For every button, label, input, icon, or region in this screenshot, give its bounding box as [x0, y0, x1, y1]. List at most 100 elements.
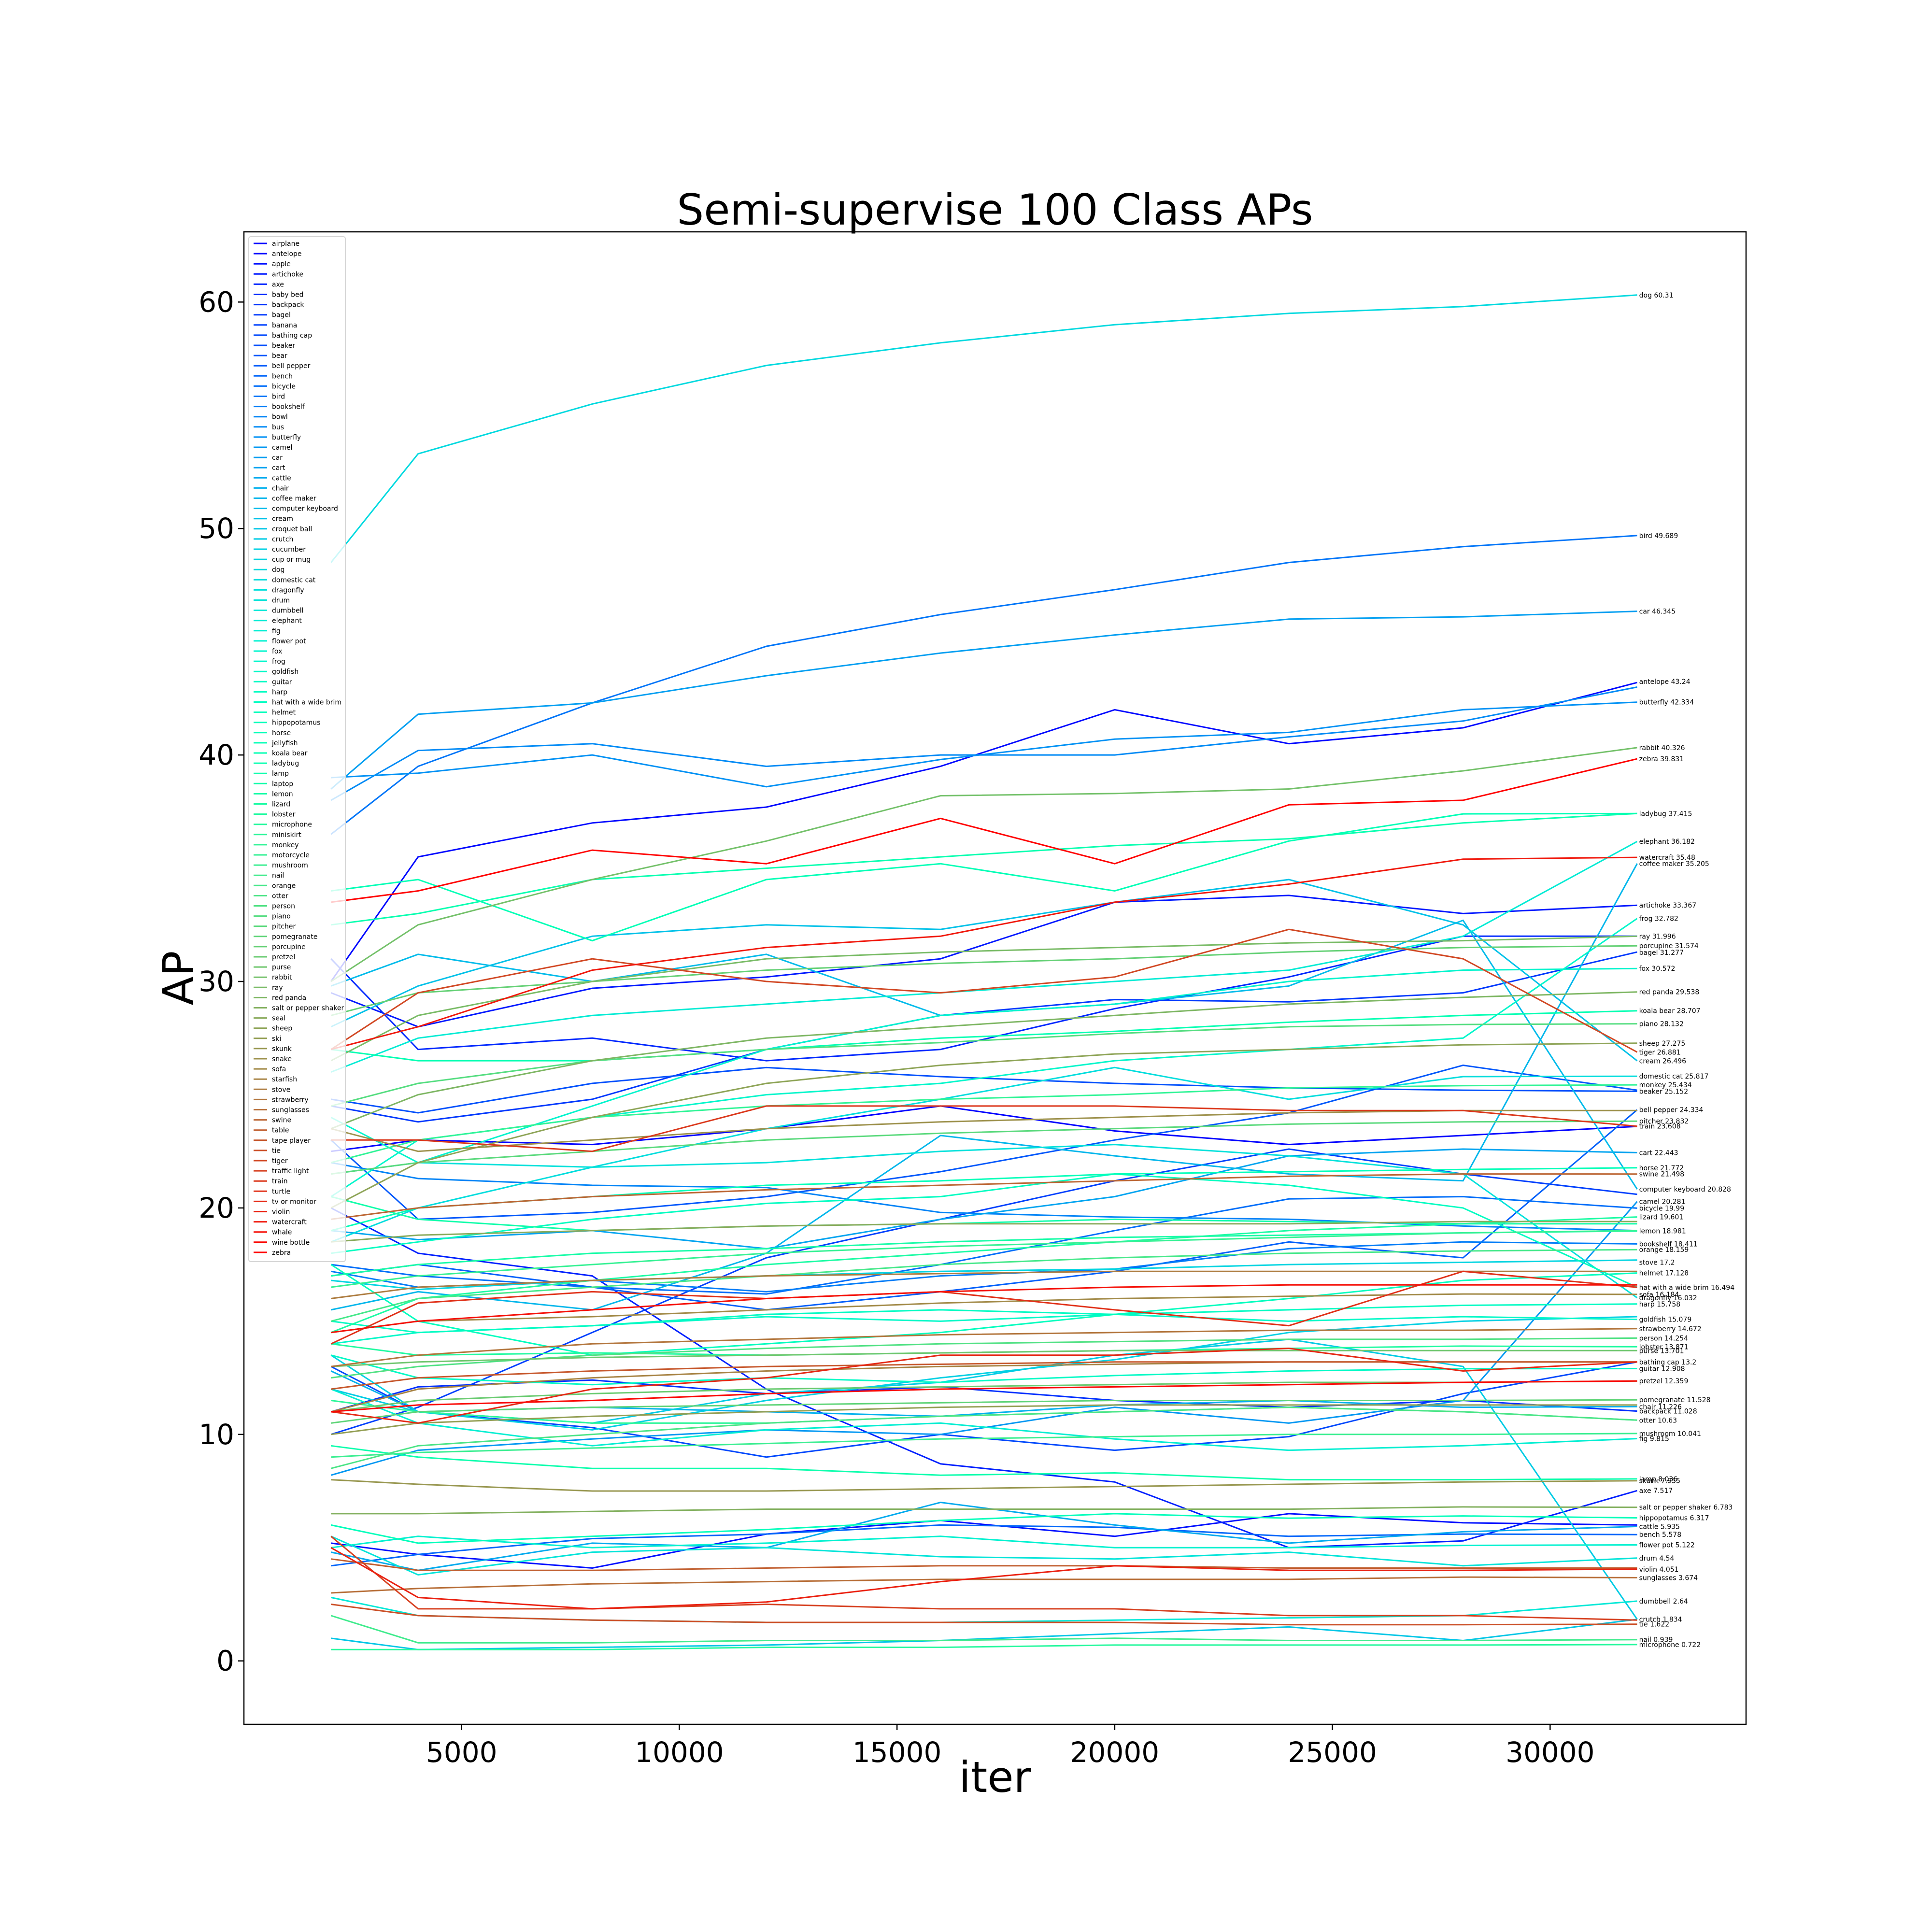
series-line-harp — [331, 1303, 1637, 1334]
end-value-label: horse 21.772 — [1639, 1165, 1684, 1172]
series-line-ski — [331, 1404, 1637, 1435]
series-line-car — [330, 611, 1637, 790]
end-value-label: beaker 25.152 — [1639, 1088, 1689, 1095]
end-value-label: hat with a wide brim 16.494 — [1639, 1284, 1735, 1292]
series-line-swine — [331, 1173, 1637, 1220]
legend-box — [248, 236, 346, 1262]
legend-label-pomegranate: pomegranate — [272, 933, 317, 941]
end-value-label: sunglasses 3.674 — [1639, 1574, 1698, 1582]
series-line-cattle — [330, 1501, 1637, 1571]
series-line-tie — [331, 1604, 1637, 1626]
legend-label-bench: bench — [272, 372, 293, 380]
series-line-cup-or-mug — [331, 1259, 1637, 1291]
legend-label-bear: bear — [272, 352, 287, 360]
legend-label-domestic-cat: domestic cat — [272, 576, 316, 584]
legend-label-bookshelf: bookshelf — [272, 403, 305, 411]
x-tick-label: 25000 — [1288, 1736, 1377, 1769]
legend-label-bicycle: bicycle — [272, 383, 296, 390]
legend-label-backpack: backpack — [272, 301, 304, 309]
y-tick-label: 10 — [199, 1418, 234, 1451]
end-value-label: cream 26.496 — [1639, 1057, 1687, 1065]
legend-label-coffee-maker: coffee maker — [272, 495, 316, 503]
series-line-baby-bed — [330, 935, 1637, 1062]
series-line-whale — [331, 1284, 1637, 1334]
legend-label-fig: fig — [272, 627, 281, 635]
end-value-label: coffee maker 35.205 — [1639, 860, 1709, 868]
series-line-beaker — [331, 1066, 1637, 1114]
legend-label-hat-with-a-wide-brim: hat with a wide brim — [272, 699, 341, 707]
series-line-zebra — [331, 758, 1637, 903]
series-line-salt-or-pepper-shaker — [331, 1506, 1637, 1515]
legend-label-bird: bird — [272, 393, 285, 401]
end-value-label: tie 1.622 — [1639, 1621, 1670, 1629]
legend-label-wine-bottle: wine bottle — [272, 1239, 310, 1247]
series-line-train — [331, 1105, 1637, 1152]
legend-label-traffic-light: traffic light — [272, 1167, 309, 1175]
legend-label-crutch: crutch — [272, 536, 293, 543]
legend-label-train: train — [272, 1178, 288, 1185]
legend-label-beaker: beaker — [272, 342, 295, 350]
series-line-otter — [330, 1406, 1637, 1469]
legend-label-helmet: helmet — [272, 709, 296, 717]
end-value-label: flower pot 5.122 — [1639, 1542, 1695, 1549]
legend: airplane antelope apple artichoke axe baby be… — [248, 236, 346, 1262]
x-tick-label: 30000 — [1506, 1736, 1595, 1769]
series-line-cream — [330, 879, 1638, 1062]
end-value-label: swine 21.498 — [1639, 1171, 1685, 1179]
series-line-artichoke — [330, 895, 1637, 1028]
end-value-label: dragonfly 16.032 — [1639, 1294, 1697, 1302]
end-value-label: artichoke 33.367 — [1639, 902, 1697, 909]
series-line-lemon — [331, 1230, 1637, 1277]
legend-label-monkey: monkey — [272, 841, 299, 849]
legend-label-frog: frog — [272, 658, 285, 666]
legend-label-microphone: microphone — [272, 821, 312, 829]
series-line-guitar — [330, 1354, 1637, 1386]
legend-label-tv-or-monitor: tv or monitor — [272, 1198, 316, 1206]
y-tick-label: 50 — [199, 512, 234, 545]
legend-label-bagel: bagel — [272, 312, 291, 319]
legend-label-camel: camel — [272, 444, 292, 452]
end-value-label: bell pepper 24.334 — [1639, 1107, 1704, 1114]
legend-label-lamp: lamp — [272, 770, 289, 778]
legend-label-salt-or-pepper-shaker: salt or pepper shaker — [272, 1005, 344, 1012]
legend-label-butterfly: butterfly — [272, 434, 301, 441]
series-line-dragonfly — [331, 1144, 1638, 1299]
legend-label-sunglasses: sunglasses — [272, 1107, 309, 1114]
legend-label-cream: cream — [272, 515, 293, 523]
y-tick-label: 30 — [199, 965, 234, 998]
end-value-label: mushroom 10.041 — [1639, 1430, 1701, 1438]
y-tick-label: 0 — [216, 1645, 234, 1677]
legend-label-antelope: antelope — [272, 250, 302, 258]
series-line-flower-pot — [331, 1535, 1637, 1548]
end-value-label: frog 32.782 — [1639, 915, 1678, 923]
series-line-bowl — [331, 1162, 1637, 1232]
end-value-label: bagel 31.277 — [1639, 949, 1684, 957]
end-value-label: bathing cap 13.2 — [1639, 1359, 1697, 1366]
series-line-tv-or-monitor — [331, 1348, 1637, 1424]
end-value-label: cattle 5.935 — [1639, 1523, 1680, 1531]
end-value-label: tiger 26.881 — [1639, 1049, 1681, 1056]
series-line-cucumber — [330, 1316, 1637, 1431]
legend-label-snake: snake — [272, 1055, 292, 1063]
end-value-label: pomegranate 11.528 — [1639, 1396, 1711, 1404]
series-line-purse — [331, 1350, 1637, 1367]
series-line-dog — [330, 294, 1637, 563]
legend-label-harp: harp — [272, 688, 287, 696]
end-value-label: car 46.345 — [1639, 608, 1676, 616]
series-line-helmet — [330, 1264, 1637, 1356]
series-line-stove — [331, 1270, 1637, 1299]
x-tick-label: 10000 — [635, 1736, 724, 1769]
legend-label-pretzel: pretzel — [272, 953, 295, 961]
series-line-tape-player — [331, 1361, 1637, 1390]
series-line-wine-bottle — [331, 1380, 1637, 1413]
end-value-label: person 14.254 — [1639, 1335, 1689, 1342]
series-line-red-panda — [330, 991, 1637, 1130]
legend-label-lemon: lemon — [272, 790, 293, 798]
series-line-tiger — [330, 928, 1638, 1053]
series-line-lizard — [330, 1216, 1637, 1334]
legend-label-turtle: turtle — [272, 1188, 290, 1195]
legend-label-pitcher: pitcher — [272, 923, 296, 931]
end-value-label: train 23.608 — [1639, 1123, 1681, 1131]
end-value-label: ray 31.996 — [1639, 933, 1676, 940]
legend-label-chair: chair — [272, 484, 289, 492]
